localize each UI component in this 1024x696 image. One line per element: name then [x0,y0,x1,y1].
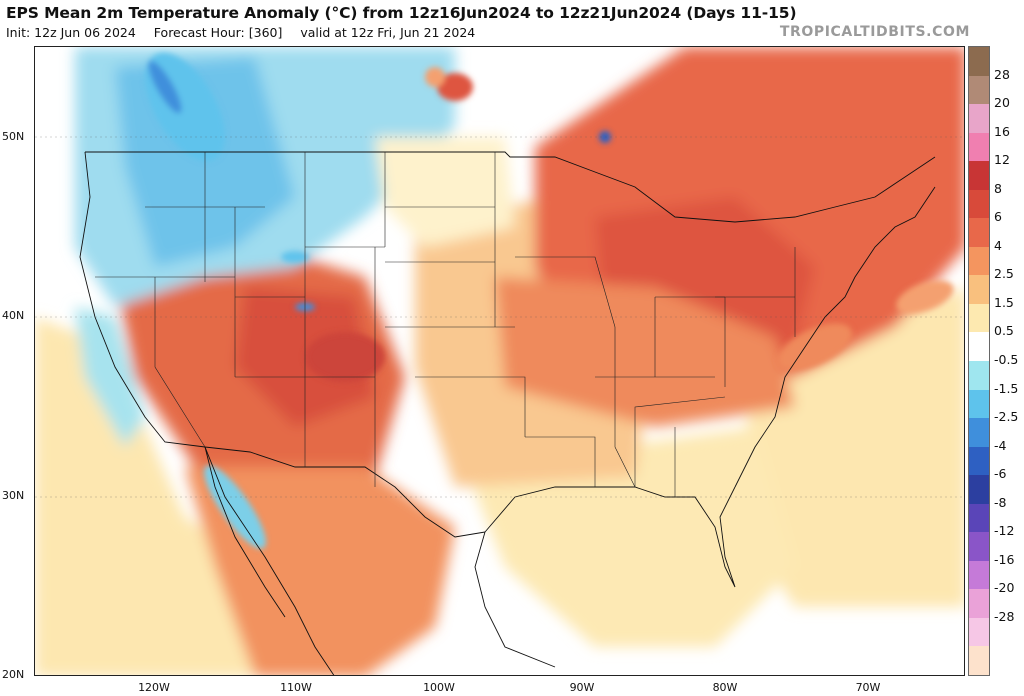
colorbar-swatch [969,104,989,134]
colorbar-swatch [969,161,989,191]
colorbar-tick-label: 28 [994,66,1010,82]
political-boundaries [79,151,936,675]
anomaly-field [35,47,964,675]
colorbar-tick-label: -6 [994,466,1007,482]
lon-label-90w: 90W [569,681,595,694]
init-time: Init: 12z Jun 06 2024 [6,25,136,40]
colorbar-tick-label: -8 [994,494,1007,510]
valid-time: valid at 12z Fri, Jun 21 2024 [300,25,476,40]
anomaly-map [35,47,964,675]
colorbar-tick-label: 20 [994,95,1010,111]
colorbar-swatch [969,275,989,305]
graticule [35,136,964,498]
anomaly-detail [145,52,954,549]
colorbar-swatch [969,47,989,77]
lon-label-70w: 70W [855,681,881,694]
colorbar-swatch [969,75,989,105]
lon-label-100w: 100W [423,681,455,694]
colorbar-tick-label: 0.5 [994,323,1014,339]
colorbar-swatch [969,589,989,619]
lon-label-80w: 80W [712,681,738,694]
colorbar-tick-label: -4 [994,437,1007,453]
state-lines [95,152,796,497]
colorbar-swatch [969,617,989,647]
colorbar-tick-label: 12 [994,152,1010,168]
colorbar-swatch [969,189,989,219]
lon-label-110w: 110W [280,681,312,694]
colorbar-swatch [969,532,989,562]
colorbar-swatch [969,332,989,362]
colorbar-swatch [969,132,989,162]
lat-label-50n: 50N [2,130,25,143]
map-subtitle: Init: 12z Jun 06 2024 Forecast Hour: [36… [6,25,489,40]
colorbar-tick-label: -1.5 [994,380,1019,396]
colorbar-tick-label: -0.5 [994,352,1019,367]
colorbar-tick-label: 1.5 [994,294,1014,310]
lat-label-20n: 20N [2,668,25,681]
colorbar-swatch [969,503,989,533]
colorbar-tick-label: 16 [994,123,1010,139]
colorbar-tick-label: -20 [994,580,1015,596]
colorbar-swatch [969,418,989,448]
map-panel [34,46,965,676]
colorbar-swatch [969,303,989,333]
watermark: TROPICALTIDBITS.COM [779,24,970,40]
colorbar-swatch [969,389,989,419]
colorbar-swatch [969,475,989,505]
colorbar-tick-label: 6 [994,209,1002,225]
colorbar-tick-label: -12 [994,523,1015,539]
colorbar [968,46,990,676]
header: EPS Mean 2m Temperature Anomaly (°C) fro… [0,0,1024,46]
forecast-hour: Forecast Hour: [360] [153,25,283,40]
colorbar-tick-label: -28 [994,608,1015,624]
lat-label-30n: 30N [2,489,25,502]
colorbar-swatch [969,361,989,391]
colorbar-swatch [969,246,989,276]
colorbar-tick-label: 8 [994,180,1002,196]
colorbar-tick-label: -2.5 [994,409,1019,425]
lon-label-120w: 120W [138,681,170,694]
colorbar-swatch [969,446,989,476]
colorbar-swatch [969,218,989,248]
map-title: EPS Mean 2m Temperature Anomaly (°C) fro… [6,4,797,22]
colorbar-tick-label: 2.5 [994,266,1014,282]
colorbar-swatch [969,560,989,590]
colorbar-tick-label: -16 [994,551,1015,567]
colorbar-tick-label: 4 [994,237,1002,253]
lat-label-40n: 40N [2,309,25,322]
colorbar-swatch [969,646,989,676]
